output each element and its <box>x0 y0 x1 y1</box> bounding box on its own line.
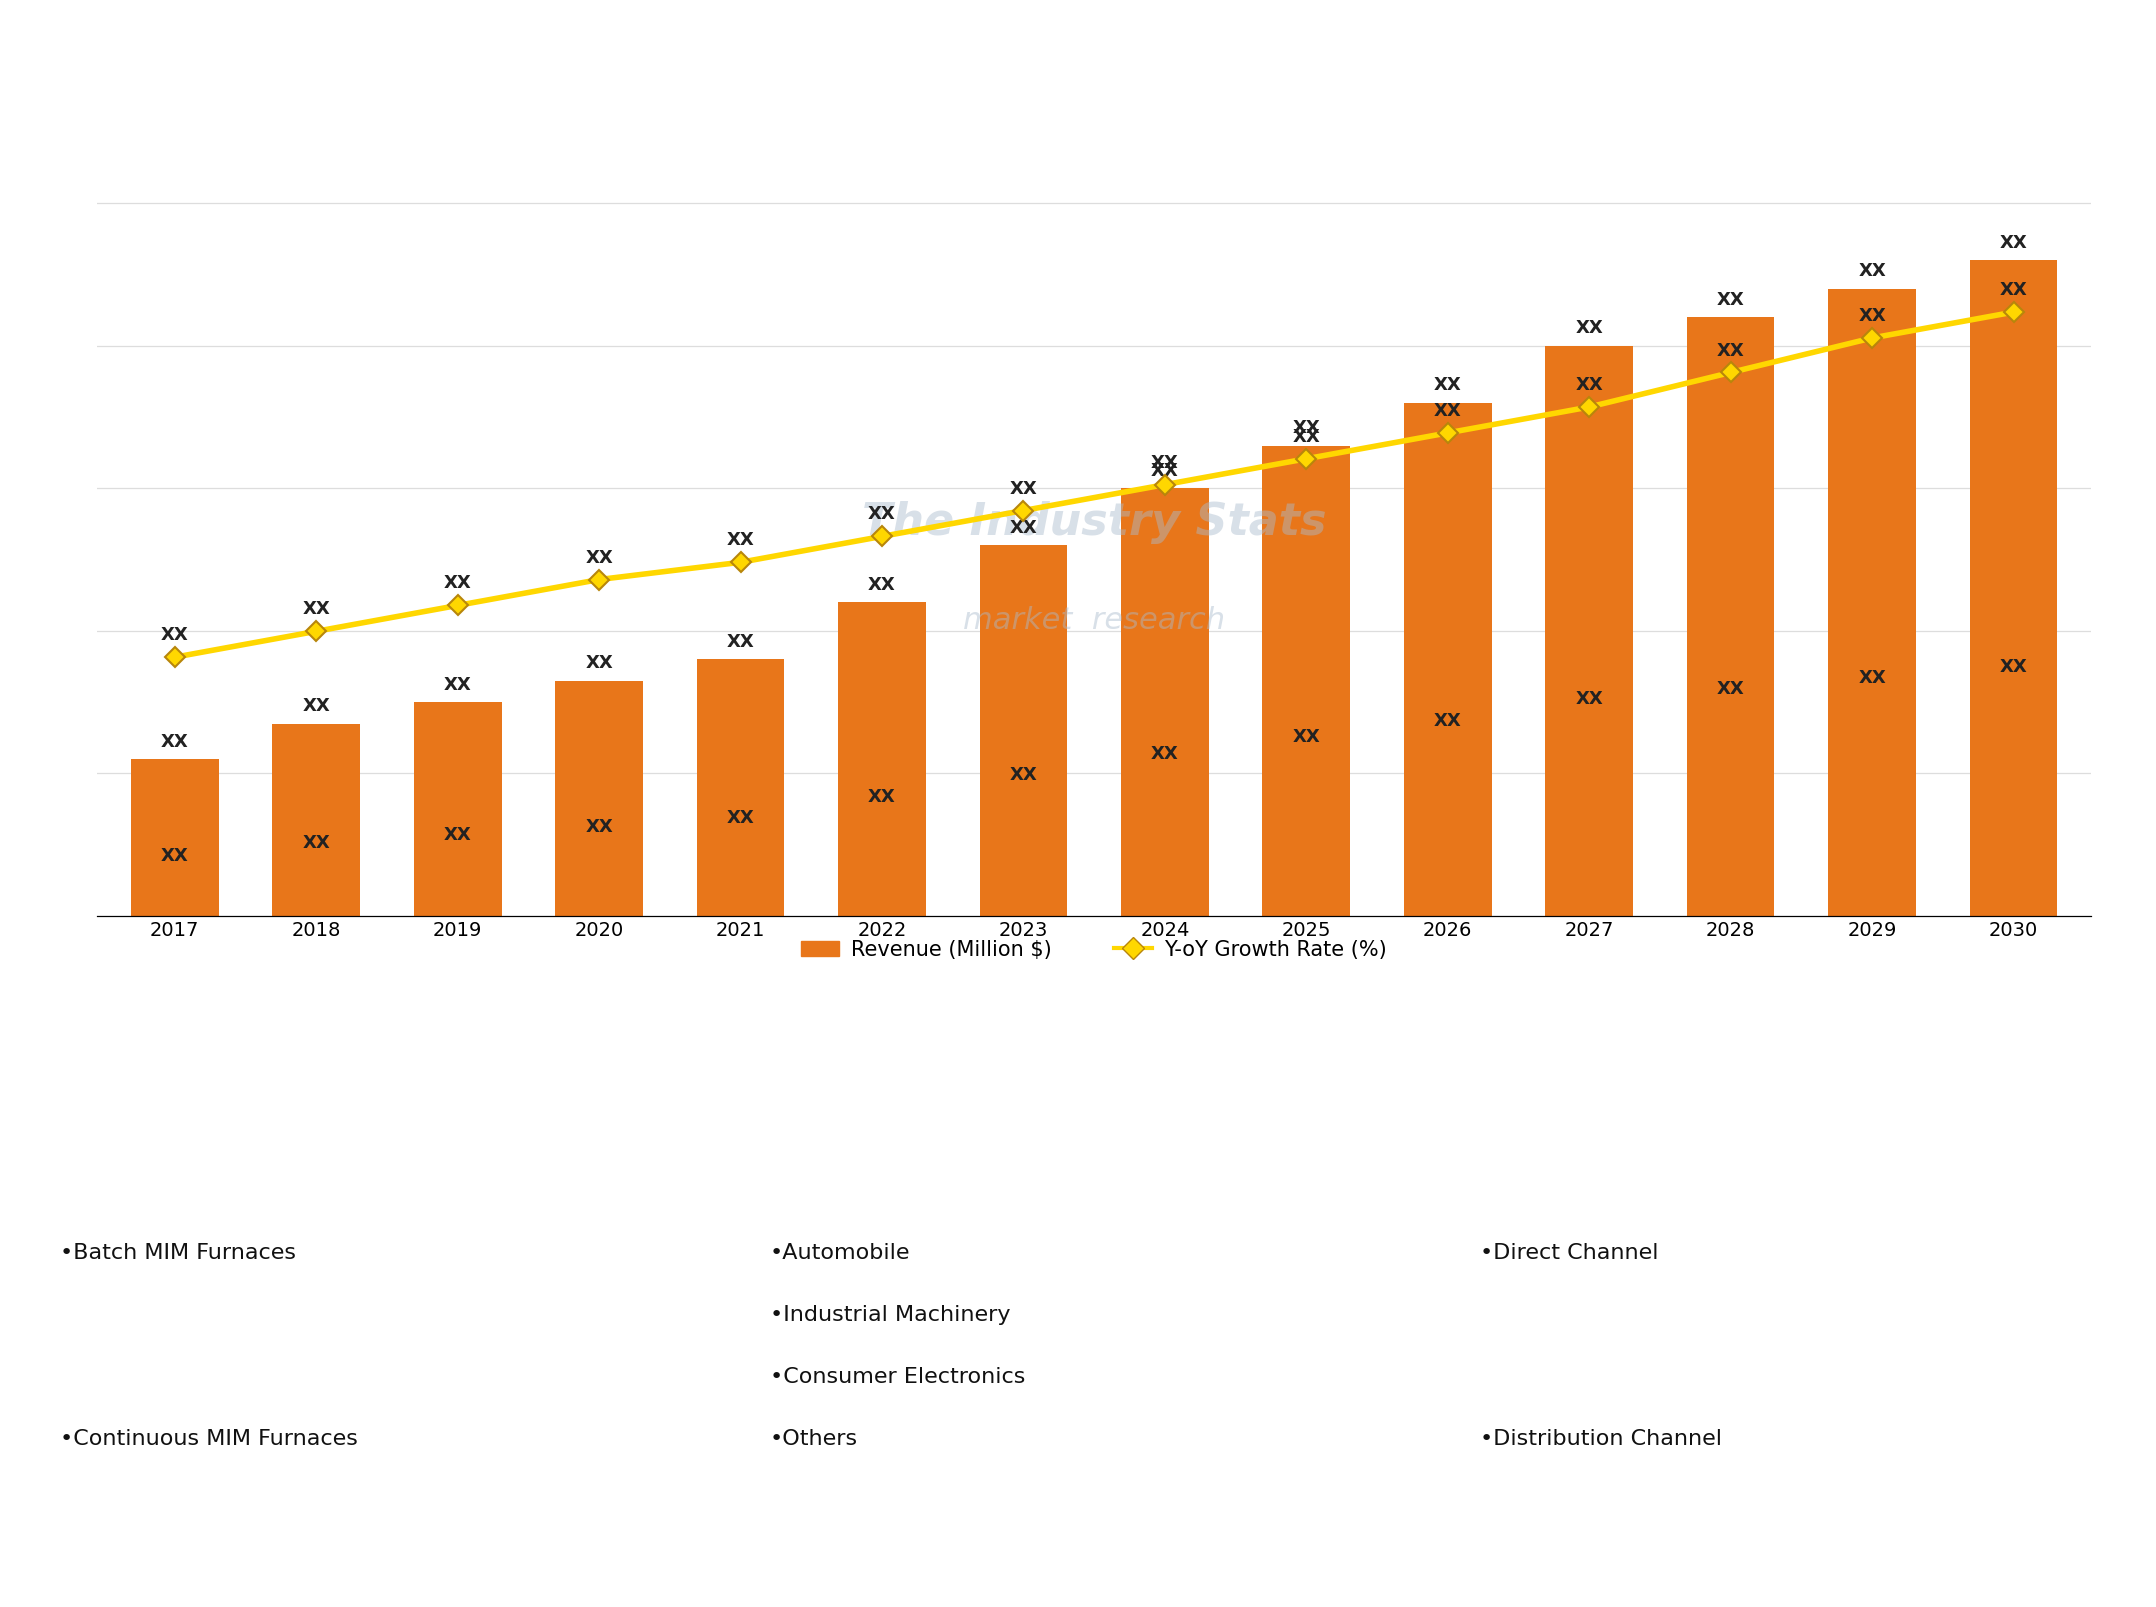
Text: •Automobile: •Automobile <box>770 1242 910 1263</box>
Text: XX: XX <box>444 675 472 694</box>
Text: XX: XX <box>1009 767 1037 784</box>
Text: market  research: market research <box>964 606 1225 635</box>
Bar <box>556 681 642 916</box>
Text: Source: Theindustrystats Analysis: Source: Theindustrystats Analysis <box>32 1554 407 1572</box>
Text: XX: XX <box>1291 427 1319 445</box>
Text: XX: XX <box>1716 342 1744 360</box>
Bar <box>979 545 1067 916</box>
Bar <box>414 702 502 916</box>
Text: XX: XX <box>1716 291 1744 309</box>
Text: •Direct Channel: •Direct Channel <box>1481 1242 1658 1263</box>
Text: •Consumer Electronics: •Consumer Electronics <box>770 1368 1026 1387</box>
Text: XX: XX <box>162 627 190 644</box>
Bar <box>1121 489 1210 916</box>
Text: XX: XX <box>1009 519 1037 537</box>
Bar <box>272 723 360 916</box>
Bar <box>1263 445 1350 916</box>
Text: XX: XX <box>162 733 190 750</box>
Bar <box>132 759 218 916</box>
Text: XX: XX <box>1858 307 1886 325</box>
Text: XX: XX <box>1576 320 1604 337</box>
Text: XX: XX <box>1999 233 2027 252</box>
Text: XX: XX <box>869 575 897 595</box>
Text: XX: XX <box>1999 281 2027 299</box>
Text: XX: XX <box>1999 657 2027 677</box>
Text: XX: XX <box>1291 419 1319 437</box>
Text: XX: XX <box>162 847 190 866</box>
Text: XX: XX <box>1151 461 1179 480</box>
Legend: Revenue (Million $), Y-oY Growth Rate (%): Revenue (Million $), Y-oY Growth Rate (%… <box>802 940 1386 959</box>
Text: •Batch MIM Furnaces: •Batch MIM Furnaces <box>60 1242 295 1263</box>
Text: XX: XX <box>444 574 472 593</box>
Text: XX: XX <box>302 601 330 619</box>
Text: XX: XX <box>1434 376 1462 394</box>
Bar <box>1828 289 1917 916</box>
Text: XX: XX <box>444 826 472 844</box>
Text: XX: XX <box>302 697 330 715</box>
Text: Fig. Global MIM (Metal Injection Molding) Furnace Market Status and Outlook: Fig. Global MIM (Metal Injection Molding… <box>26 39 1300 67</box>
Text: XX: XX <box>727 633 755 651</box>
Text: XX: XX <box>1291 728 1319 746</box>
Bar <box>1686 317 1774 916</box>
Text: •Distribution Channel: •Distribution Channel <box>1481 1430 1723 1450</box>
Text: XX: XX <box>1009 479 1037 498</box>
Text: XX: XX <box>1858 262 1886 280</box>
Bar <box>1971 260 2057 916</box>
Text: XX: XX <box>1858 669 1886 686</box>
Text: XX: XX <box>1716 680 1744 697</box>
Text: The Industry Stats: The Industry Stats <box>862 501 1326 545</box>
Text: XX: XX <box>869 506 897 524</box>
Text: XX: XX <box>1576 691 1604 709</box>
Text: XX: XX <box>584 654 612 672</box>
Bar <box>696 659 785 916</box>
Text: •Others: •Others <box>770 1430 858 1450</box>
Text: XX: XX <box>584 818 612 836</box>
Text: Application: Application <box>1005 1069 1151 1094</box>
Text: XX: XX <box>1151 744 1179 762</box>
Text: XX: XX <box>869 787 897 805</box>
Text: XX: XX <box>1576 376 1604 394</box>
Text: XX: XX <box>584 548 612 567</box>
Bar <box>1404 403 1492 916</box>
Text: •Continuous MIM Furnaces: •Continuous MIM Furnaces <box>60 1430 358 1450</box>
Bar <box>839 603 925 916</box>
Text: XX: XX <box>1434 712 1462 730</box>
Text: Website: www.theindustrystats.com: Website: www.theindustrystats.com <box>1725 1554 2124 1572</box>
Text: XX: XX <box>727 532 755 550</box>
Text: XX: XX <box>727 810 755 828</box>
Bar <box>1546 346 1632 916</box>
Text: •Industrial Machinery: •Industrial Machinery <box>770 1305 1011 1324</box>
Text: Sales Channels: Sales Channels <box>1688 1069 1889 1094</box>
Text: Email: sales@theindustrystats.com: Email: sales@theindustrystats.com <box>886 1554 1270 1572</box>
Text: XX: XX <box>1151 453 1179 472</box>
Text: XX: XX <box>1434 402 1462 419</box>
Text: Product Types: Product Types <box>276 1069 459 1094</box>
Text: XX: XX <box>302 834 330 852</box>
